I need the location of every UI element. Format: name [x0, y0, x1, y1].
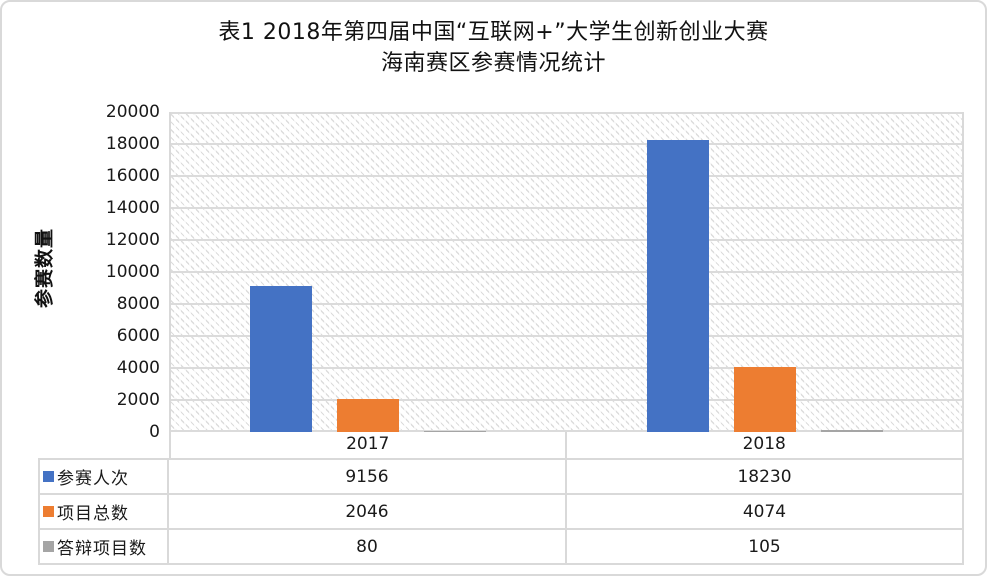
x-axis-category-row: 2017 2018 [169, 432, 964, 458]
gridline [169, 271, 964, 273]
table-value-total-projects-2017: 2046 [169, 495, 567, 530]
table-value-participants-2018: 18230 [567, 460, 964, 495]
series-name: 参赛人次 [57, 469, 129, 489]
table-value-total-projects-2018: 4074 [567, 495, 964, 530]
x-axis-label-2017: 2017 [169, 432, 567, 458]
table-value-defense-projects-2018: 105 [567, 530, 964, 565]
gridline [169, 239, 964, 241]
gridline [169, 143, 964, 145]
y-tick-label: 20000 [105, 102, 160, 122]
bar-participants-2018 [647, 140, 710, 432]
bar-total-projects-2017 [336, 399, 399, 432]
table-value-participants-2017: 9156 [169, 460, 567, 495]
series-name: 项目总数 [57, 504, 129, 524]
plot-left-border [169, 112, 171, 432]
y-tick-label: 2000 [116, 390, 160, 410]
y-tick-label: 8000 [116, 294, 160, 314]
gridline [169, 430, 964, 432]
y-tick-label: 14000 [105, 198, 160, 218]
table-series-label-defense-projects: 答辩项目数 [40, 530, 169, 565]
gridline [169, 335, 964, 337]
y-tick-label: 12000 [105, 230, 160, 250]
x-axis-label-2018: 2018 [566, 432, 964, 458]
y-tick-label: 4000 [116, 358, 160, 378]
table-series-label-total-projects: 项目总数 [40, 495, 169, 530]
gridline [169, 207, 964, 209]
y-tick-label: 18000 [105, 134, 160, 154]
table-value-defense-projects-2017: 80 [169, 530, 567, 565]
y-axis-tick-labels: 0 2000 4000 6000 8000 10000 12000 14000 16000 180… [2, 102, 160, 442]
series-name: 答辩项目数 [57, 539, 147, 559]
legend-swatch-total-projects [43, 506, 54, 517]
chart-title: 表1 2018年第四届中国“互联网+”大学生创新创业大赛 海南赛区参赛情况统计 [2, 17, 985, 79]
chart-title-line2: 海南赛区参赛情况统计 [380, 51, 606, 76]
y-tick-label: 10000 [105, 262, 160, 282]
plot-area [169, 112, 964, 432]
gridline [169, 367, 964, 369]
plot-right-border [962, 112, 964, 432]
chart-title-line1: 表1 2018年第四届中国“互联网+”大学生创新创业大赛 [218, 20, 769, 45]
gridline [169, 303, 964, 305]
data-table: 参赛人次 9156 18230 项目总数 2046 4074 答辩项目数 80 105 [38, 458, 964, 565]
y-tick-label: 0 [149, 422, 160, 442]
table-series-label-participants: 参赛人次 [40, 460, 169, 495]
bar-defense-projects-2018 [821, 430, 884, 432]
bar-defense-projects-2017 [423, 430, 486, 432]
gridline [169, 399, 964, 401]
bar-participants-2017 [249, 285, 312, 432]
legend-swatch-participants [43, 471, 54, 482]
gridline [169, 112, 964, 114]
legend-swatch-defense-projects [43, 541, 54, 552]
y-tick-label: 16000 [105, 166, 160, 186]
y-tick-label: 6000 [116, 326, 160, 346]
gridline [169, 175, 964, 177]
bar-total-projects-2018 [734, 366, 797, 432]
